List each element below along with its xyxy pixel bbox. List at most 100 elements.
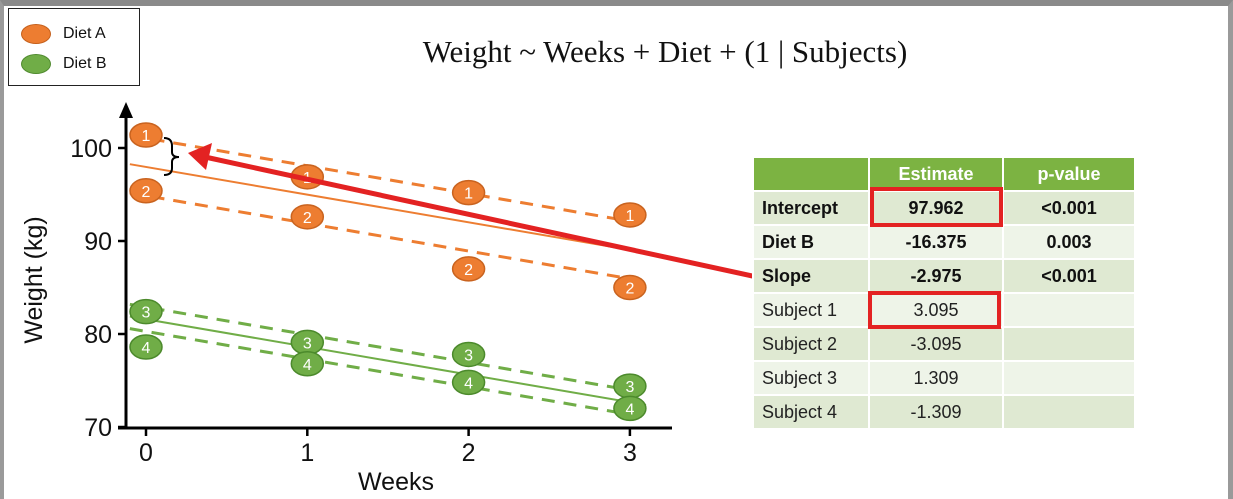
point-marker	[613, 395, 647, 422]
subject-4-fit-line	[129, 327, 647, 419]
y-axis-arrow	[119, 102, 133, 118]
point-label: 3	[142, 305, 151, 322]
point-subject-1: 1	[613, 202, 647, 228]
header-pvalue: p-value	[1002, 156, 1136, 192]
row-estimate: 97.962	[868, 190, 1004, 226]
x-tick-label: 2	[462, 439, 476, 467]
point-subject-3: 3	[451, 341, 486, 368]
point-label: 3	[303, 335, 312, 352]
legend-item-diet-a: Diet A	[21, 23, 106, 45]
point-subject-2: 2	[129, 178, 163, 204]
row-estimate: 1.309	[868, 360, 1004, 396]
row-pvalue	[1002, 394, 1136, 430]
row-estimate: -1.309	[868, 394, 1004, 430]
header-estimate: Estimate	[868, 156, 1004, 192]
point-label: 4	[625, 401, 634, 418]
diet-a-fit-line	[129, 163, 647, 254]
point-marker	[129, 122, 163, 148]
table-row: Intercept 97.962 <0.001	[752, 190, 1136, 226]
point-marker	[290, 351, 325, 377]
table-row: Slope -2.975 <0.001	[752, 258, 1136, 294]
row-name: Slope	[752, 258, 870, 294]
table-header-row: Estimate p-value	[752, 156, 1136, 192]
point-label: 1	[625, 208, 634, 225]
point-subject-2: 2	[290, 204, 325, 230]
y-axis-label: Weight (kg)	[20, 216, 48, 343]
x-tick-label: 0	[139, 439, 153, 467]
point-label: 2	[142, 184, 151, 201]
point-label: 4	[464, 375, 473, 392]
table-row: Subject 4 -1.309	[752, 394, 1136, 430]
point-subject-3: 3	[129, 298, 163, 325]
y-tick-label: 100	[70, 135, 112, 163]
y-tick-label: 80	[84, 321, 112, 349]
x-tick-label: 1	[300, 439, 314, 467]
point-label: 2	[464, 262, 473, 279]
intercept-estimate-highlight	[870, 187, 1003, 227]
axis-ticks: 70 80 90 100 0 1 2 3	[70, 135, 637, 467]
fitted-lines	[129, 133, 647, 419]
table-row: Subject 2 -3.095	[752, 326, 1136, 362]
row-pvalue	[1002, 360, 1136, 396]
point-subject-1: 1	[451, 179, 486, 206]
highlight-arrow	[188, 143, 859, 302]
legend-item-diet-b: Diet B	[21, 53, 107, 75]
header-blank	[752, 156, 870, 192]
legend-label-diet-b: Diet B	[63, 55, 107, 72]
row-name: Intercept	[752, 190, 870, 226]
legend-swatch-diet-b	[21, 54, 51, 74]
point-marker	[129, 298, 163, 325]
point-marker	[451, 341, 486, 368]
point-label: 4	[303, 357, 312, 374]
point-label: 1	[142, 128, 151, 145]
table-row: Subject 3 1.309	[752, 360, 1136, 396]
row-name: Subject 1	[752, 292, 870, 328]
subject1-estimate-highlight	[868, 291, 1001, 329]
point-subject-4: 4	[290, 351, 325, 377]
y-tick-label: 70	[84, 414, 112, 442]
point-marker	[451, 256, 486, 282]
row-name: Subject 4	[752, 394, 870, 430]
row-name: Subject 3	[752, 360, 870, 396]
row-estimate: -2.975	[868, 258, 1004, 294]
axes	[118, 102, 672, 430]
random-effect-brace	[163, 137, 180, 176]
subject-3-fit-line	[129, 302, 647, 395]
legend-label-diet-a: Diet A	[63, 25, 106, 42]
row-name: Diet B	[752, 224, 870, 260]
row-pvalue: 0.003	[1002, 224, 1136, 260]
estimates-table: Estimate p-value Intercept 97.962 <0.001 Di…	[752, 156, 1136, 430]
y-tick-label: 90	[84, 228, 112, 256]
data-points: 1111222233334444	[129, 122, 647, 422]
point-marker	[613, 202, 647, 228]
row-estimate: -16.375	[868, 224, 1004, 260]
point-label: 1	[464, 186, 473, 203]
point-marker	[451, 179, 486, 206]
point-marker	[129, 178, 163, 204]
row-pvalue: <0.001	[1002, 258, 1136, 294]
point-label: 3	[464, 347, 473, 364]
point-subject-3: 3	[613, 373, 647, 399]
point-subject-4: 4	[451, 369, 486, 396]
legend-swatch-diet-a	[21, 24, 51, 44]
diet-b-fit-line	[129, 315, 647, 406]
legend: Diet A Diet B	[8, 8, 140, 86]
point-label: 3	[625, 379, 634, 396]
point-subject-4: 4	[129, 334, 163, 360]
model-formula: Weight ~ Weeks + Diet + (1 | Subjects)	[422, 34, 908, 69]
point-subject-4: 4	[613, 395, 647, 422]
row-pvalue	[1002, 326, 1136, 362]
point-subject-2: 2	[451, 256, 486, 282]
point-label: 4	[142, 340, 151, 357]
point-marker	[451, 369, 486, 396]
point-marker	[290, 204, 325, 230]
point-subject-1: 1	[129, 122, 163, 148]
row-estimate: -3.095	[868, 326, 1004, 362]
table-row: Diet B -16.375 0.003	[752, 224, 1136, 260]
row-name: Subject 2	[752, 326, 870, 362]
x-axis-label: Weeks	[358, 468, 434, 496]
row-pvalue: <0.001	[1002, 190, 1136, 226]
point-marker	[613, 274, 647, 301]
